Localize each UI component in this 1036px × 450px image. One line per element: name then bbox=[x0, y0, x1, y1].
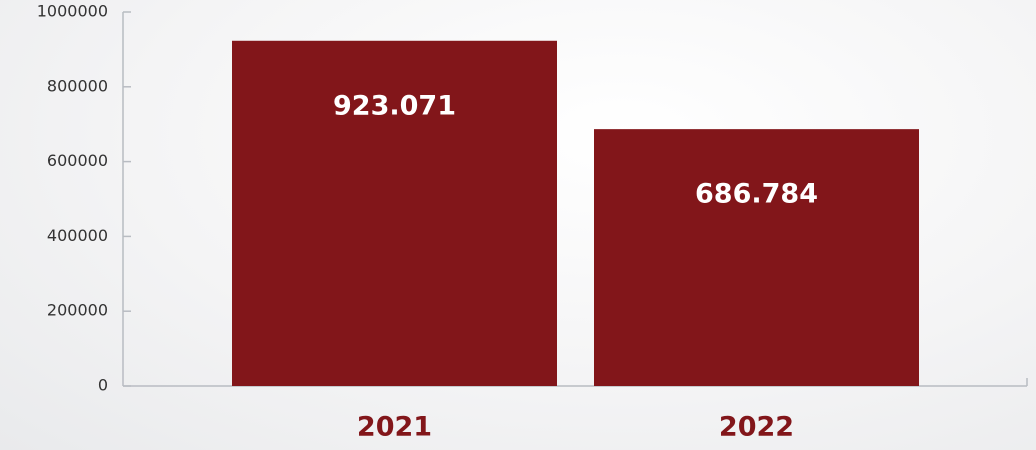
x-tick-label: 2022 bbox=[719, 412, 794, 443]
bar bbox=[594, 129, 919, 387]
y-tick-label: 600000 bbox=[47, 151, 108, 170]
y-tick-label: 0 bbox=[98, 376, 108, 395]
y-tick-label: 800000 bbox=[47, 76, 108, 95]
value-label: 923.071 bbox=[333, 90, 456, 121]
y-tick-label: 200000 bbox=[47, 301, 108, 320]
bar bbox=[232, 40, 557, 386]
x-tick-label: 2021 bbox=[357, 412, 432, 443]
y-tick-label: 400000 bbox=[47, 226, 108, 245]
value-label: 686.784 bbox=[695, 179, 818, 210]
y-tick-label: 1000000 bbox=[37, 2, 108, 21]
